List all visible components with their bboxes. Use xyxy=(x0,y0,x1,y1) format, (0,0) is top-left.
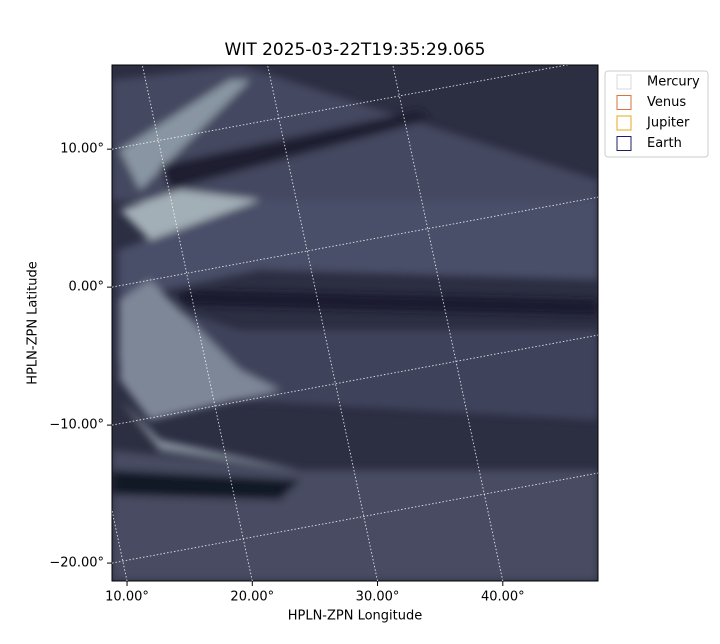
legend-swatch xyxy=(616,74,632,90)
legend: Mercury Venus Jupiter Earth xyxy=(604,70,709,158)
legend-swatch xyxy=(616,136,632,151)
legend-label: Mercury xyxy=(647,75,700,90)
x-tick-label: 20.00° xyxy=(230,590,274,605)
grid-line xyxy=(267,65,378,581)
grid xyxy=(112,65,598,581)
y-tick-label: 0.00° xyxy=(69,280,104,295)
chart-title: WIT 2025-03-22T19:35:29.065 xyxy=(225,40,486,60)
x-axis-label: HPLN-ZPN Longitude xyxy=(288,609,423,624)
y-tick-label: −20.00° xyxy=(49,556,104,571)
grid-line xyxy=(141,65,253,581)
legend-label: Jupiter xyxy=(646,116,690,131)
legend-swatch xyxy=(616,95,632,110)
legend-label: Earth xyxy=(647,136,682,151)
plot-frame xyxy=(111,64,599,582)
image xyxy=(112,65,598,581)
x-tick-label: 30.00° xyxy=(356,590,400,605)
x-tick-label: 10.00° xyxy=(105,590,149,605)
legend-swatch xyxy=(616,115,632,131)
y-axis-label: HPLN-ZPN Latitude xyxy=(26,261,41,384)
y-tick-label: 10.00° xyxy=(60,142,104,157)
grid-line xyxy=(392,65,504,581)
legend-label: Venus xyxy=(647,95,686,110)
y-tick-label: −10.00° xyxy=(49,418,104,433)
x-tick-label: 40.00° xyxy=(481,590,525,605)
legend-frame xyxy=(604,70,709,158)
